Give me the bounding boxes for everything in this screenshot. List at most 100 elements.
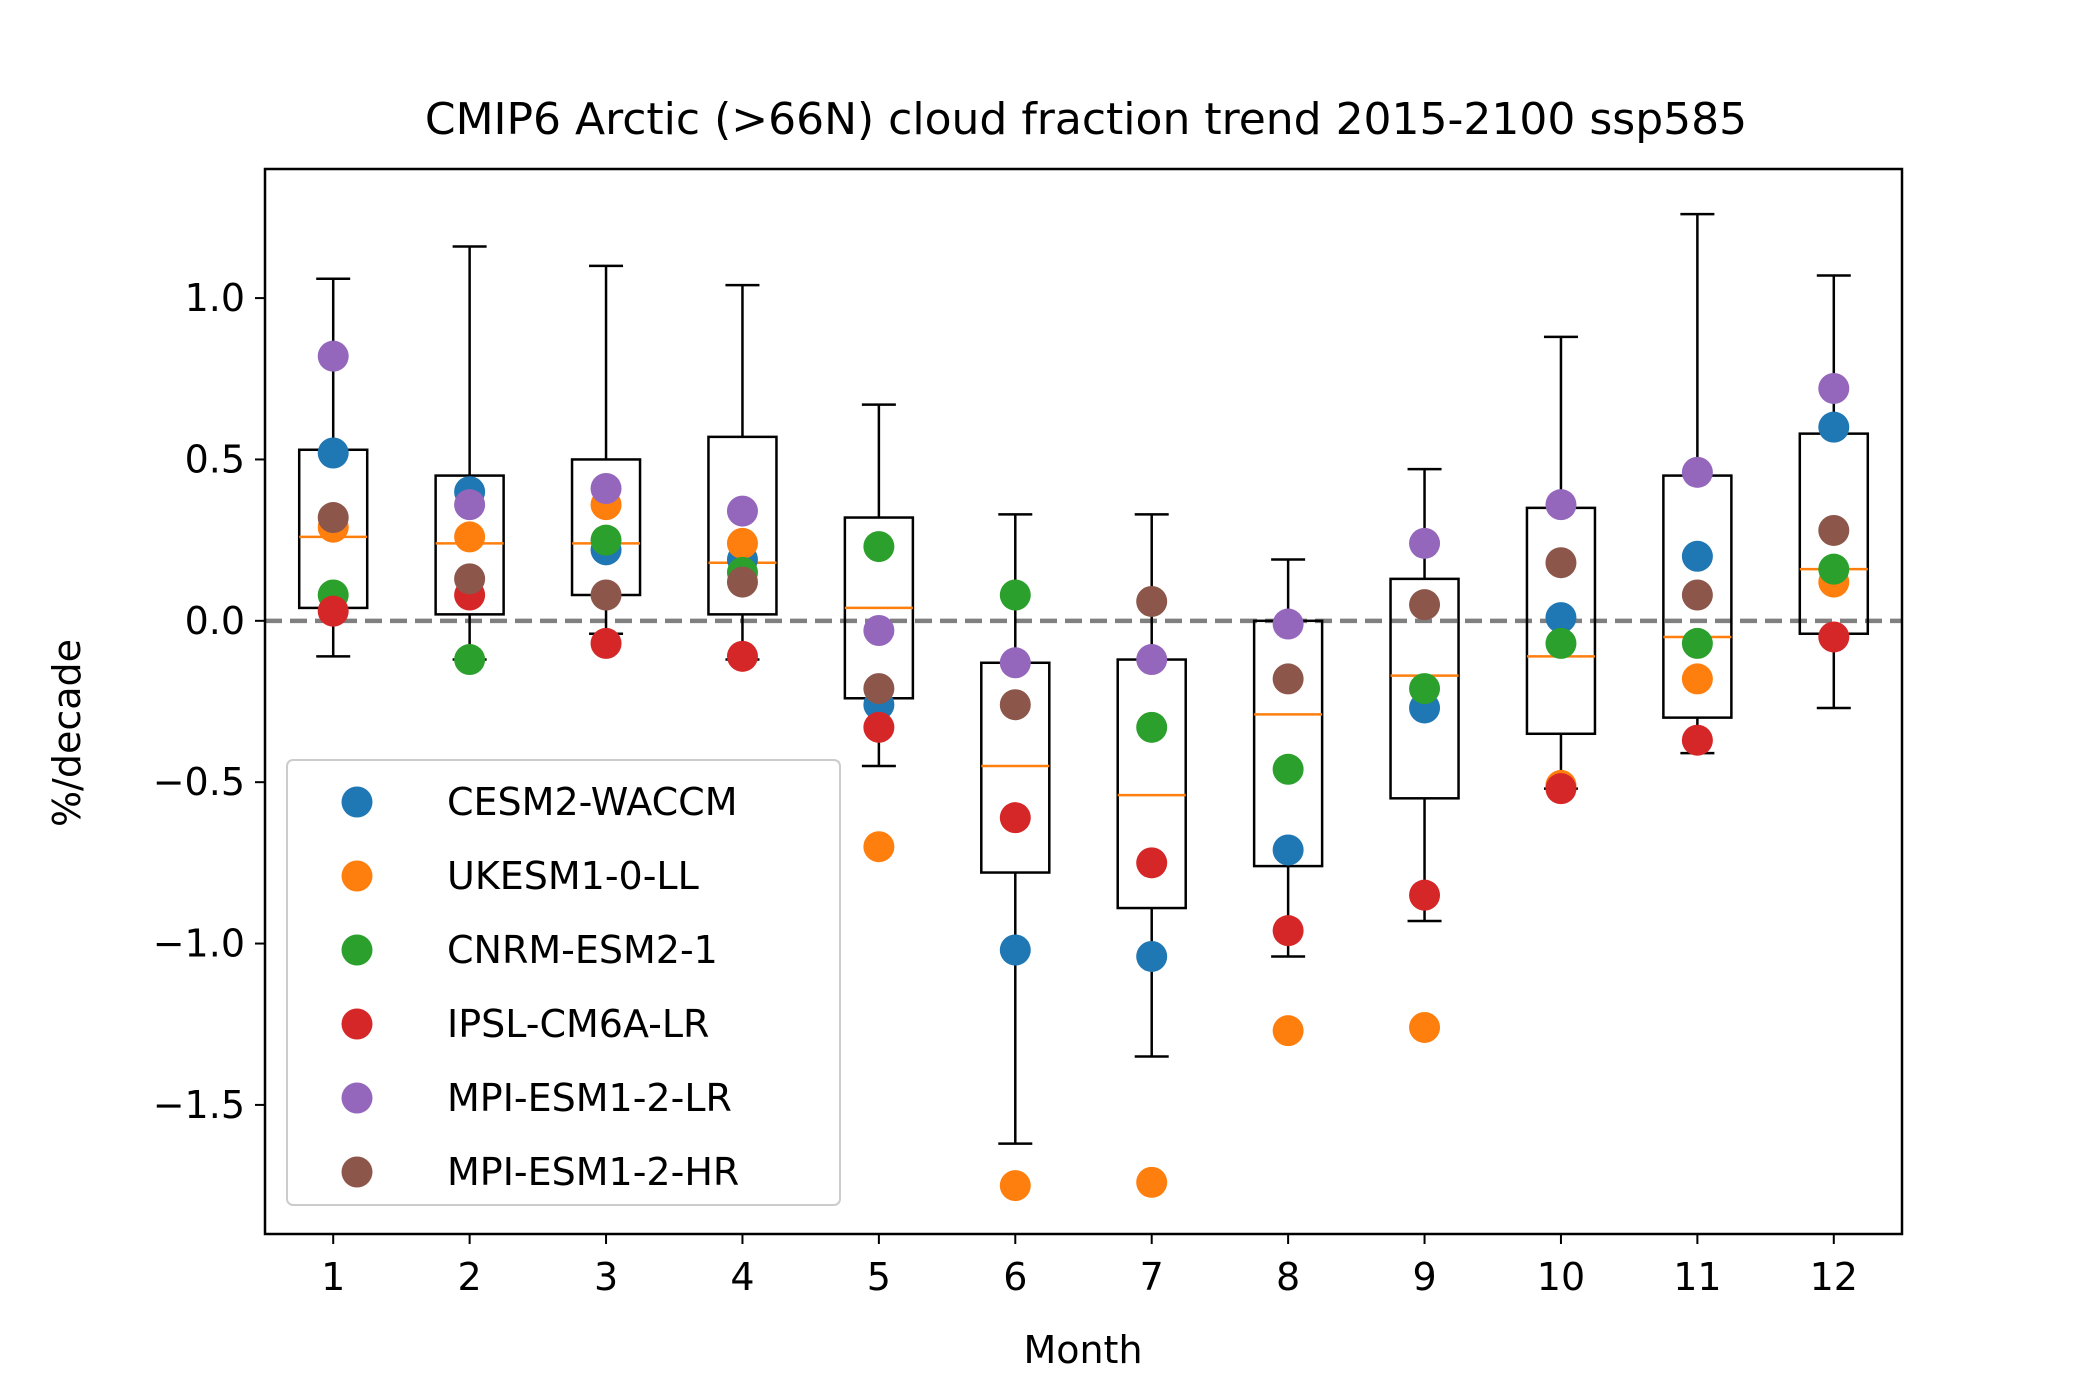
data-point xyxy=(1136,711,1168,743)
y-tick-label: 0.0 xyxy=(185,599,245,643)
y-tick-label: 1.0 xyxy=(185,276,245,320)
data-point xyxy=(317,595,349,627)
data-point xyxy=(1818,372,1850,404)
y-tick-label: 0.5 xyxy=(185,437,245,481)
plot-area xyxy=(265,212,1902,1202)
x-axis-label: Month xyxy=(1023,1328,1142,1372)
data-point xyxy=(1409,673,1441,705)
box-iqr xyxy=(1389,577,1460,800)
x-tick-label: 5 xyxy=(867,1255,891,1299)
data-point xyxy=(1136,644,1168,676)
x-tick-label: 10 xyxy=(1537,1255,1585,1299)
legend-label: MPI-ESM1-2-LR xyxy=(447,1076,732,1120)
legend-marker xyxy=(341,786,373,818)
data-point xyxy=(1272,663,1304,695)
x-tick-label: 4 xyxy=(730,1255,754,1299)
y-tick-label: −0.5 xyxy=(153,760,245,804)
data-point xyxy=(1681,456,1713,488)
data-point xyxy=(863,711,895,743)
data-point xyxy=(454,521,486,553)
data-point xyxy=(726,640,758,672)
data-point xyxy=(863,673,895,705)
x-tick-label: 8 xyxy=(1276,1255,1300,1299)
data-point xyxy=(726,566,758,598)
data-point xyxy=(590,473,622,504)
legend: CESM2-WACCM UKESM1-0-LL CNRM-ESM2-1 IPSL-CM… xyxy=(286,759,841,1206)
data-point xyxy=(1545,773,1577,805)
data-point xyxy=(1545,627,1577,659)
data-point xyxy=(1818,411,1850,443)
x-tick-label: 12 xyxy=(1810,1255,1858,1299)
series-mpi-esm1-2-hr xyxy=(317,502,1850,721)
legend-marker xyxy=(341,1156,373,1188)
data-point xyxy=(1681,627,1713,659)
data-point xyxy=(1545,602,1577,634)
series-cnrm-esm2-1 xyxy=(317,524,1850,785)
data-point xyxy=(1136,847,1168,879)
legend-label: CNRM-ESM2-1 xyxy=(447,928,718,972)
data-point xyxy=(1409,879,1441,911)
box-iqr xyxy=(434,474,505,616)
legend-label: UKESM1-0-LL xyxy=(447,854,699,898)
data-point xyxy=(1136,585,1168,617)
data-point xyxy=(1681,579,1713,611)
legend-label: CESM2-WACCM xyxy=(447,780,737,824)
data-point xyxy=(1681,540,1713,572)
data-point xyxy=(1272,1015,1304,1047)
data-point xyxy=(317,340,349,372)
legend-label: IPSL-CM6A-LR xyxy=(447,1002,709,1046)
legend-marker xyxy=(341,1008,373,1040)
data-point xyxy=(1136,940,1168,972)
data-point xyxy=(999,579,1031,611)
x-tick-label: 9 xyxy=(1412,1255,1436,1299)
y-tick-label: −1.0 xyxy=(153,922,245,966)
data-point xyxy=(1136,1166,1168,1198)
data-point xyxy=(1272,915,1304,947)
x-tick-label: 7 xyxy=(1140,1255,1164,1299)
axes-frame xyxy=(263,167,1904,1236)
y-axis-label: %/decade xyxy=(45,639,89,827)
series-mpi-esm1-2-lr xyxy=(317,340,1850,679)
data-point xyxy=(454,563,486,595)
data-point xyxy=(454,644,486,676)
data-point xyxy=(863,831,895,863)
data-point xyxy=(590,627,622,659)
data-point xyxy=(999,934,1031,966)
x-tick-label: 11 xyxy=(1673,1255,1721,1299)
legend-marker xyxy=(341,934,373,966)
data-point xyxy=(317,437,349,469)
data-point xyxy=(1545,547,1577,579)
data-point xyxy=(1818,621,1850,653)
boxplot-month-3 xyxy=(570,264,642,635)
data-point xyxy=(1272,834,1304,866)
data-point xyxy=(999,647,1031,679)
data-point xyxy=(1681,663,1713,695)
box-iqr xyxy=(1252,619,1324,868)
data-point xyxy=(1272,753,1304,785)
data-point xyxy=(863,531,895,563)
data-point xyxy=(1818,514,1850,546)
data-point xyxy=(590,524,622,556)
data-point xyxy=(1272,608,1304,640)
data-point xyxy=(454,489,486,521)
data-point xyxy=(1409,589,1441,621)
data-point xyxy=(863,615,895,646)
data-point xyxy=(1409,527,1441,559)
x-tick-label: 3 xyxy=(594,1255,618,1299)
data-point xyxy=(317,502,349,534)
y-tick-label: −1.5 xyxy=(153,1083,245,1127)
legend-marker xyxy=(341,860,373,892)
box-iqr xyxy=(707,435,778,616)
legend-box xyxy=(286,759,841,1206)
data-point xyxy=(999,1170,1031,1202)
data-point xyxy=(726,495,758,527)
x-tick-label: 6 xyxy=(1003,1255,1027,1299)
x-tick-label: 2 xyxy=(458,1255,482,1299)
data-point xyxy=(1681,724,1713,756)
data-point xyxy=(999,689,1031,721)
legend-label: MPI-ESM1-2-HR xyxy=(447,1150,739,1194)
data-point xyxy=(999,802,1031,834)
data-point xyxy=(1545,489,1577,521)
legend-marker xyxy=(341,1082,373,1114)
x-tick-label: 1 xyxy=(321,1255,345,1299)
